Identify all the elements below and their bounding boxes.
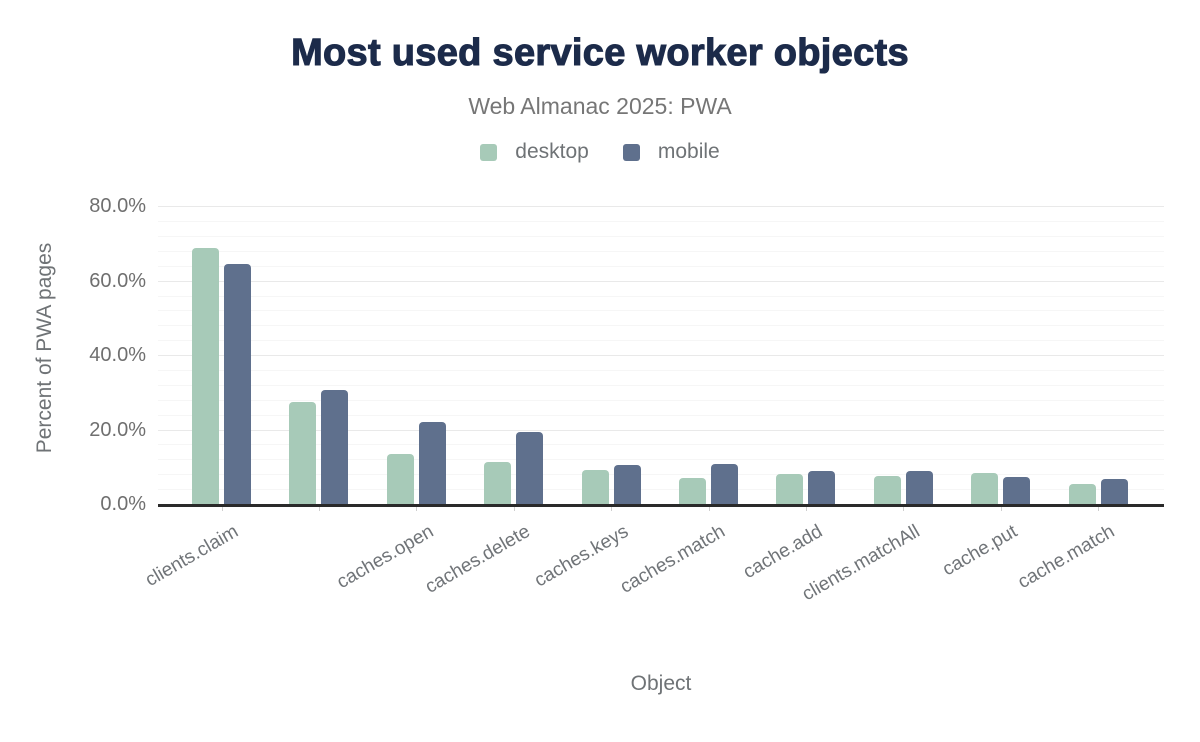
bar-desktop-caches.delete[interactable] — [484, 461, 512, 504]
x-tick-label-clients.claim: clients.claim — [141, 521, 242, 591]
bar-mobile-cache.put[interactable] — [1003, 476, 1031, 504]
legend-swatch-desktop — [480, 143, 498, 161]
x-axis-tick — [805, 507, 807, 511]
y-tick-label: 20.0% — [89, 418, 146, 441]
x-axis-tick — [903, 507, 905, 511]
bar-desktop-clients.matchAll[interactable] — [873, 476, 901, 504]
bar-desktop-cache.match[interactable] — [1068, 484, 1096, 504]
bar-mobile-cache.match[interactable] — [1100, 479, 1128, 504]
bar-desktop-caches.match[interactable] — [679, 477, 706, 504]
y-tick-label: 80.0% — [89, 195, 146, 218]
x-axis-tick — [416, 507, 418, 511]
x-axis-tick — [513, 507, 515, 511]
x-tick-label-cache.match: cache.match — [1014, 521, 1119, 594]
x-axis-tick — [1000, 507, 1002, 511]
x-axis-tick — [221, 507, 223, 511]
gridline-minor — [158, 250, 1164, 252]
x-tick-label-caches.match: caches.match — [616, 521, 729, 598]
chart-subtitle: Web Almanac 2025: PWA — [468, 93, 732, 119]
bar-mobile-category-2[interactable] — [321, 390, 349, 504]
gridline-major — [158, 206, 1164, 208]
x-tick-label-caches.open: caches.open — [332, 521, 437, 594]
bar-desktop-cache.put[interactable] — [971, 473, 999, 504]
legend-item-mobile[interactable]: mobile — [622, 140, 720, 164]
y-tick-label: 0.0% — [100, 493, 146, 515]
x-axis-tick — [611, 507, 613, 511]
bar-desktop-caches.open[interactable] — [386, 454, 414, 504]
x-tick-label-caches.delete: caches.delete — [422, 521, 535, 598]
bar-mobile-caches.match[interactable] — [711, 464, 738, 504]
legend-label-mobile: mobile — [657, 140, 720, 163]
bar-mobile-cache.add[interactable] — [808, 471, 836, 504]
gridline-minor — [158, 384, 1164, 386]
x-axis-tick — [318, 507, 320, 511]
bar-desktop-clients.claim[interactable] — [192, 248, 219, 504]
y-tick-label: 40.0% — [89, 344, 146, 367]
legend-label-desktop: desktop — [515, 140, 589, 163]
gridline-minor — [158, 399, 1164, 401]
gridline-major — [158, 429, 1164, 431]
x-axis-line — [158, 504, 1164, 507]
gridline-minor — [158, 369, 1164, 371]
bar-mobile-caches.keys[interactable] — [613, 464, 641, 504]
bar-desktop-category-2[interactable] — [289, 402, 317, 504]
gridline-minor — [158, 459, 1164, 461]
gridline-minor — [158, 474, 1164, 476]
gridline-minor — [158, 265, 1164, 267]
x-axis-title: Object — [630, 672, 692, 695]
gridline-major — [158, 355, 1164, 357]
x-tick-label-cache.add: cache.add — [739, 521, 827, 584]
x-axis-tick — [708, 507, 710, 511]
bar-mobile-clients.claim[interactable] — [224, 264, 251, 504]
bar-mobile-caches.open[interactable] — [418, 422, 446, 504]
bar-desktop-cache.add[interactable] — [776, 474, 804, 504]
x-tick-label-cache.put: cache.put — [939, 521, 1022, 581]
gridline-minor — [158, 325, 1164, 327]
chart-title: Most used service worker objects — [291, 31, 910, 74]
gridline-minor — [158, 221, 1164, 223]
x-axis-tick — [1098, 507, 1100, 511]
gridline-minor — [158, 340, 1164, 342]
legend-swatch-mobile — [622, 143, 640, 161]
gridline-minor — [158, 444, 1164, 446]
bar-mobile-clients.matchAll[interactable] — [905, 470, 933, 504]
gridline-minor — [158, 235, 1164, 237]
gridline-minor — [158, 310, 1164, 312]
legend: desktop mobile — [0, 139, 1200, 165]
gridline-minor — [158, 414, 1164, 416]
gridline-minor — [158, 489, 1164, 491]
y-tick-label: 60.0% — [89, 269, 146, 292]
legend-item-desktop[interactable]: desktop — [480, 140, 589, 164]
y-axis-title: Percent of PWA pages — [33, 242, 56, 454]
gridline-minor — [158, 295, 1164, 297]
bar-desktop-caches.keys[interactable] — [581, 469, 609, 504]
gridline-major — [158, 280, 1164, 282]
bar-mobile-caches.delete[interactable] — [516, 431, 544, 504]
